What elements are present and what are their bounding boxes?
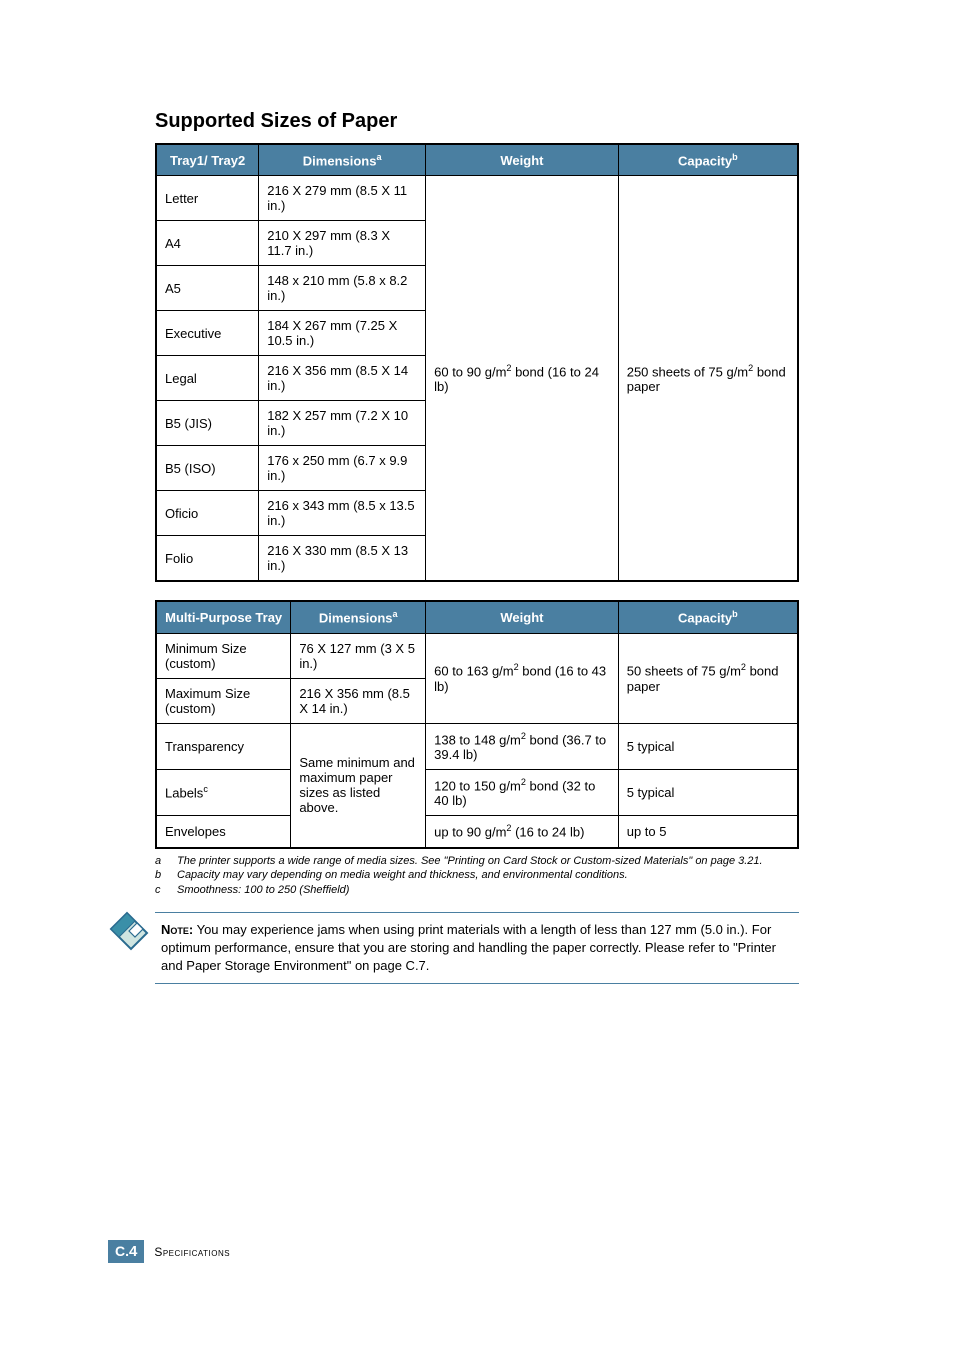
cell-capacity: 5 typical xyxy=(618,769,798,815)
cell-weight: 60 to 163 g/m2 bond (16 to 43 lb) xyxy=(426,633,619,723)
footnote-a: a The printer supports a wide range of me… xyxy=(155,855,799,869)
w-pre: up to 90 g/m xyxy=(434,825,506,840)
cell-name: B5 (JIS) xyxy=(156,401,259,446)
cap-pre: 250 sheets of 75 g/m xyxy=(627,364,748,379)
paper-sizes-table-mp: Multi-Purpose Tray Dimensionsa Weight Ca… xyxy=(155,600,799,848)
w-pre: 60 to 163 g/m xyxy=(434,664,514,679)
footnote-text: Smoothness: 100 to 250 (Sheffield) xyxy=(177,884,349,898)
footnote-b: b Capacity may vary depending on media we… xyxy=(155,869,799,883)
footnote-letter: a xyxy=(155,855,167,869)
cell-dim: 182 X 257 mm (7.2 X 10 in.) xyxy=(259,401,426,446)
cell-name: Transparency xyxy=(156,723,291,769)
footnote-text: Capacity may vary depending on media wei… xyxy=(177,869,628,883)
cell-name: Envelopes xyxy=(156,816,291,848)
footnote-letter: c xyxy=(155,884,167,898)
t1-header-dim-text: Dimensions xyxy=(303,153,377,168)
cell-capacity: 5 typical xyxy=(618,723,798,769)
table-row: Transparency Same minimum and maximum pa… xyxy=(156,723,798,769)
cell-name: Letter xyxy=(156,176,259,221)
note-callout: Note: You may experience jams when using… xyxy=(155,912,799,985)
cell-name: Executive xyxy=(156,311,259,356)
t2-header-tray: Multi-Purpose Tray xyxy=(156,601,291,633)
cell-dim: 210 X 297 mm (8.3 X 11.7 in.) xyxy=(259,221,426,266)
table-row: Minimum Size (custom) 76 X 127 mm (3 X 5… xyxy=(156,633,798,678)
cell-dim: 176 x 250 mm (6.7 x 9.9 in.) xyxy=(259,446,426,491)
t2-header-dimensions: Dimensionsa xyxy=(291,601,426,633)
note-icon xyxy=(107,909,151,953)
table-row: Labelsc 120 to 150 g/m2 bond (32 to 40 l… xyxy=(156,769,798,815)
footnote-letter: b xyxy=(155,869,167,883)
badge-number: 4 xyxy=(129,1243,137,1260)
cell-name: A4 xyxy=(156,221,259,266)
footnotes: a The printer supports a wide range of me… xyxy=(155,855,799,898)
cell-capacity: up to 5 xyxy=(618,816,798,848)
cell-weight: 60 to 90 g/m2 bond (16 to 24 lb) xyxy=(426,176,619,582)
t1-header-capacity: Capacityb xyxy=(618,144,798,176)
page-footer: C.4 Specifications xyxy=(108,1240,230,1263)
cell-name: B5 (ISO) xyxy=(156,446,259,491)
cell-capacity: 50 sheets of 75 g/m2 bond paper xyxy=(618,633,798,723)
footnote-text: The printer supports a wide range of med… xyxy=(177,855,763,869)
cell-capacity: 250 sheets of 75 g/m2 bond paper xyxy=(618,176,798,582)
cell-name: Oficio xyxy=(156,491,259,536)
cell-name: Maximum Size (custom) xyxy=(156,678,291,723)
cell-name: A5 xyxy=(156,266,259,311)
t1-header-weight: Weight xyxy=(426,144,619,176)
cap-pre: 50 sheets of 75 g/m xyxy=(627,664,741,679)
cell-name: Minimum Size (custom) xyxy=(156,633,291,678)
cell-dim: 76 X 127 mm (3 X 5 in.) xyxy=(291,633,426,678)
t1-header-cap-text: Capacity xyxy=(678,153,732,168)
name-sup: c xyxy=(203,784,208,794)
table-row: Letter 216 X 279 mm (8.5 X 11 in.) 60 to… xyxy=(156,176,798,221)
t2-header-dim-sup: a xyxy=(393,609,398,619)
cell-dim: 216 X 279 mm (8.5 X 11 in.) xyxy=(259,176,426,221)
t2-header-cap-sup: b xyxy=(732,609,738,619)
t1-header-cap-sup: b xyxy=(732,152,738,162)
footnote-c: c Smoothness: 100 to 250 (Sheffield) xyxy=(155,884,799,898)
cell-dim: 184 X 267 mm (7.25 X 10.5 in.) xyxy=(259,311,426,356)
page-title: Supported Sizes of Paper xyxy=(155,110,799,133)
weight-pre: 60 to 90 g/m xyxy=(434,364,506,379)
cell-dim: 216 X 356 mm (8.5 X 14 in.) xyxy=(291,678,426,723)
t2-header-weight: Weight xyxy=(426,601,619,633)
cell-dim: 216 X 356 mm (8.5 X 14 in.) xyxy=(259,356,426,401)
t1-header-dimensions: Dimensionsa xyxy=(259,144,426,176)
cell-dim: 148 x 210 mm (5.8 x 8.2 in.) xyxy=(259,266,426,311)
badge-letter: C. xyxy=(115,1243,129,1259)
t2-header-dim-text: Dimensions xyxy=(319,611,393,626)
cell-name: Folio xyxy=(156,536,259,582)
paper-sizes-table-tray: Tray1/ Tray2 Dimensionsa Weight Capacity… xyxy=(155,143,799,582)
cell-dim-shared: Same minimum and maximum paper sizes as … xyxy=(291,723,426,847)
w-post: (16 to 24 lb) xyxy=(511,825,584,840)
cell-weight: 138 to 148 g/m2 bond (36.7 to 39.4 lb) xyxy=(426,723,619,769)
cell-name: Legal xyxy=(156,356,259,401)
table-row: Envelopes up to 90 g/m2 (16 to 24 lb) up… xyxy=(156,816,798,848)
cell-name: Labelsc xyxy=(156,769,291,815)
w-pre: 138 to 148 g/m xyxy=(434,732,521,747)
cell-weight: up to 90 g/m2 (16 to 24 lb) xyxy=(426,816,619,848)
t1-header-dim-sup: a xyxy=(376,152,381,162)
footer-section-label: Specifications xyxy=(154,1245,230,1259)
t1-header-tray: Tray1/ Tray2 xyxy=(156,144,259,176)
name-pre: Labels xyxy=(165,786,203,801)
note-label: Note: xyxy=(161,922,193,937)
cell-dim: 216 x 343 mm (8.5 x 13.5 in.) xyxy=(259,491,426,536)
cell-dim: 216 X 330 mm (8.5 X 13 in.) xyxy=(259,536,426,582)
t2-header-capacity: Capacityb xyxy=(618,601,798,633)
cell-weight: 120 to 150 g/m2 bond (32 to 40 lb) xyxy=(426,769,619,815)
w-pre: 120 to 150 g/m xyxy=(434,778,521,793)
t2-header-cap-text: Capacity xyxy=(678,611,732,626)
page-number-badge: C.4 xyxy=(108,1240,144,1263)
note-text: You may experience jams when using print… xyxy=(161,922,776,973)
